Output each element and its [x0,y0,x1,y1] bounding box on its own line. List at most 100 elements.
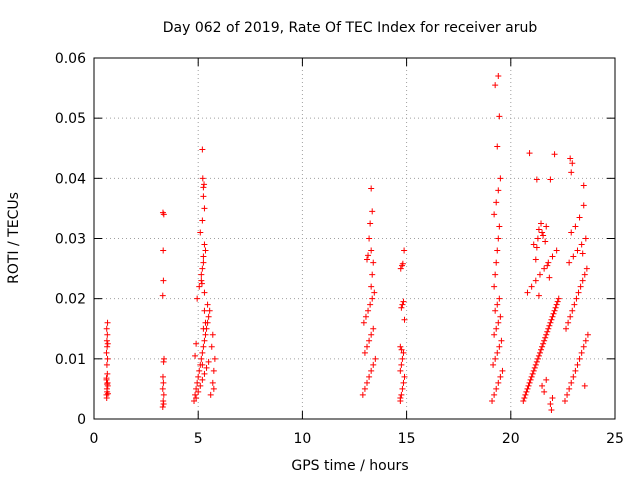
data-point [200,184,207,191]
data-point [104,343,111,350]
data-point [548,316,555,323]
data-point [193,394,200,401]
data-point [159,373,166,380]
data-point [528,283,535,290]
data-point [580,182,587,189]
data-point [199,376,206,383]
data-point [549,253,556,260]
data-point [496,113,503,120]
data-point [371,289,378,296]
data-point [192,352,199,359]
data-point [159,292,166,299]
data-point [575,289,582,296]
data-point [367,301,374,308]
data-point [583,265,590,272]
data-point [573,295,580,302]
data-point [497,373,504,380]
data-point [535,352,542,359]
data-point [104,340,111,347]
data-point [533,176,540,183]
data-point [401,247,408,254]
data-point [398,361,405,368]
data-point [497,175,504,182]
data-point [399,260,406,267]
data-point [201,370,208,377]
data-point [564,391,571,398]
data-point [372,355,379,362]
y-tick-label: 0.06 [55,51,86,67]
data-point [399,385,406,392]
data-point [493,385,500,392]
data-point [489,397,496,404]
data-point [200,343,207,350]
data-point [104,331,111,338]
data-point [530,367,537,374]
data-point [397,343,404,350]
data-point [563,325,570,332]
data-point [549,394,556,401]
x-tick-label: 0 [90,431,99,447]
data-point [400,349,407,356]
data-point [492,271,499,278]
data-point [401,373,408,380]
data-point [524,289,531,296]
data-point [201,241,208,248]
data-point [539,343,546,350]
data-point [534,235,541,242]
data-point [496,343,503,350]
data-point [366,373,373,380]
data-point [201,205,208,212]
data-point [541,388,548,395]
data-point [570,373,577,380]
data-point [570,253,577,260]
data-point [572,367,579,374]
data-point [493,325,500,332]
data-points [103,73,591,413]
data-point [103,394,110,401]
data-point [542,238,549,245]
data-point [547,400,554,407]
data-point [200,193,207,200]
data-point [536,271,543,278]
data-point [365,307,372,314]
data-point [103,361,110,368]
data-point [204,301,211,308]
data-point [205,358,212,365]
data-point [576,355,583,362]
data-point [579,250,586,257]
data-point [532,361,539,368]
data-point [554,298,561,305]
data-point [566,385,573,392]
data-point [491,283,498,290]
data-point [160,247,167,254]
data-point [555,295,562,302]
data-point [546,322,553,329]
y-tick-label: 0.05 [55,111,86,127]
data-point [544,262,551,269]
data-point [543,331,550,338]
data-point [160,277,167,284]
data-point [582,235,589,242]
data-point [493,199,500,206]
data-point [497,313,504,320]
data-point [576,214,583,221]
data-point [195,373,202,380]
data-point [359,391,366,398]
y-tick-label: 0 [77,412,86,428]
data-point [580,343,587,350]
data-point [574,361,581,368]
data-point [545,259,552,266]
data-point [199,175,206,182]
data-point [548,406,555,413]
data-point [494,349,501,356]
data-point [565,319,572,326]
data-point [208,343,215,350]
data-point [103,337,110,344]
data-point [398,304,405,311]
data-point [368,283,375,290]
data-point [367,220,374,227]
data-point [197,229,204,236]
data-point [578,241,585,248]
data-point [197,382,204,389]
